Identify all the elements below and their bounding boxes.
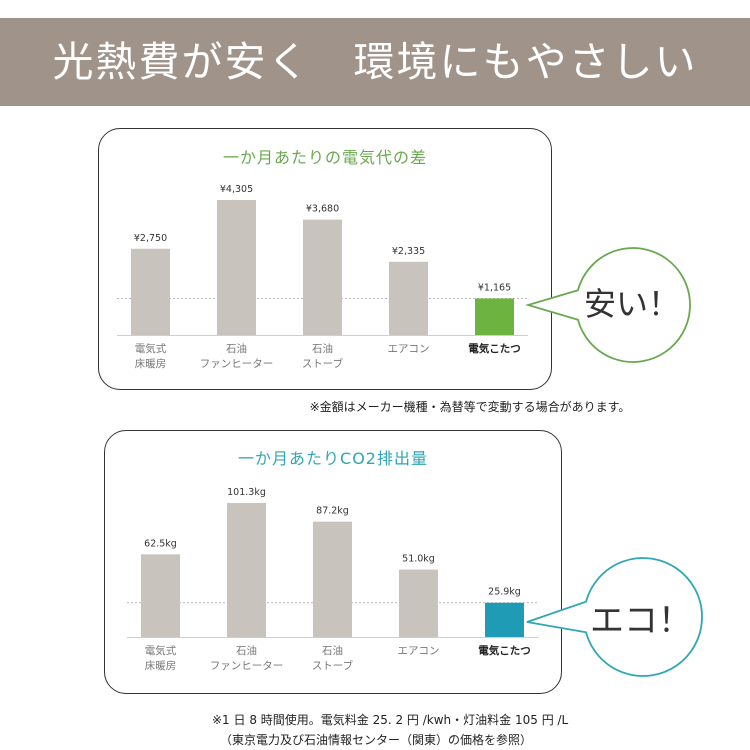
category-label: 電気式 (145, 644, 177, 657)
category-label: 床暖房 (145, 659, 177, 672)
data-label: ¥2,335 (392, 246, 425, 257)
banner-title: 光熱費が安く 環境にもやさしい (52, 38, 698, 86)
bar (485, 602, 524, 637)
category-label: 電気式 (135, 342, 167, 355)
category-label: ファンヒーター (200, 358, 274, 370)
bar (313, 521, 352, 637)
category-label: エアコン (388, 343, 430, 355)
eco-bubble-outline (526, 557, 703, 677)
price-note: ※金額はメーカー機種・為替等で変動する場合があります。 (309, 400, 631, 414)
data-label: ¥1,165 (478, 282, 511, 293)
footnote-line-2: （東京電力及び石油情報センター（関東）の価格を参照） (220, 733, 533, 747)
header-banner: 光熱費が安く 環境にもやさしい (0, 18, 750, 106)
bar (131, 248, 170, 335)
bar (475, 298, 514, 335)
data-label: 62.5kg (144, 538, 177, 549)
electricity-cost-title: 一か月あたりの電気代の差 (222, 148, 427, 167)
category-label: 石油 (322, 644, 343, 657)
cheap-bubble-text: 安い！ (584, 285, 680, 323)
bar (399, 569, 438, 637)
data-label: 25.9kg (488, 587, 521, 598)
bar (303, 219, 342, 335)
category-label: ストーブ (302, 357, 344, 370)
category-label: 電気こたつ (478, 644, 531, 657)
category-label: ファンヒーター (210, 660, 284, 672)
category-label: 石油 (312, 342, 333, 355)
co2-title: 一か月あたりCO2排出量 (238, 449, 428, 468)
data-label: ¥4,305 (220, 184, 253, 195)
eco-bubble: エコ！ (526, 557, 703, 677)
category-label: 石油 (236, 644, 257, 657)
bar (217, 200, 256, 335)
footnote-line-1: ※1 日 8 時間使用。電気料金 25. 2 円 /kwh・灯油料金 105 円… (212, 713, 569, 727)
electricity-cost-panel: 一か月あたりの電気代の差 ¥2,750 電気式床暖房 ¥4,305 石油ファンヒーター… (98, 128, 552, 390)
bar (227, 503, 266, 637)
category-label: 床暖房 (135, 357, 167, 370)
data-label: ¥2,750 (134, 233, 167, 244)
data-label: 87.2kg (316, 506, 349, 517)
cheap-bubble: 安い！ (525, 247, 691, 363)
category-label: ストーブ (312, 659, 354, 672)
data-label: 51.0kg (402, 554, 435, 565)
data-label: 101.3kg (227, 487, 266, 498)
category-label: エアコン (398, 645, 440, 657)
bar (141, 554, 180, 637)
data-label: ¥3,680 (306, 204, 339, 215)
bar (389, 261, 428, 335)
co2-panel: 一か月あたりCO2排出量 62.5kg 電気式床暖房 101.3kg 石油ファンヒータ… (104, 430, 562, 694)
cheap-bubble-outline (525, 247, 691, 363)
category-label: 電気こたつ (468, 342, 521, 355)
category-label: 石油 (226, 342, 247, 355)
eco-bubble-text: エコ！ (590, 601, 692, 641)
